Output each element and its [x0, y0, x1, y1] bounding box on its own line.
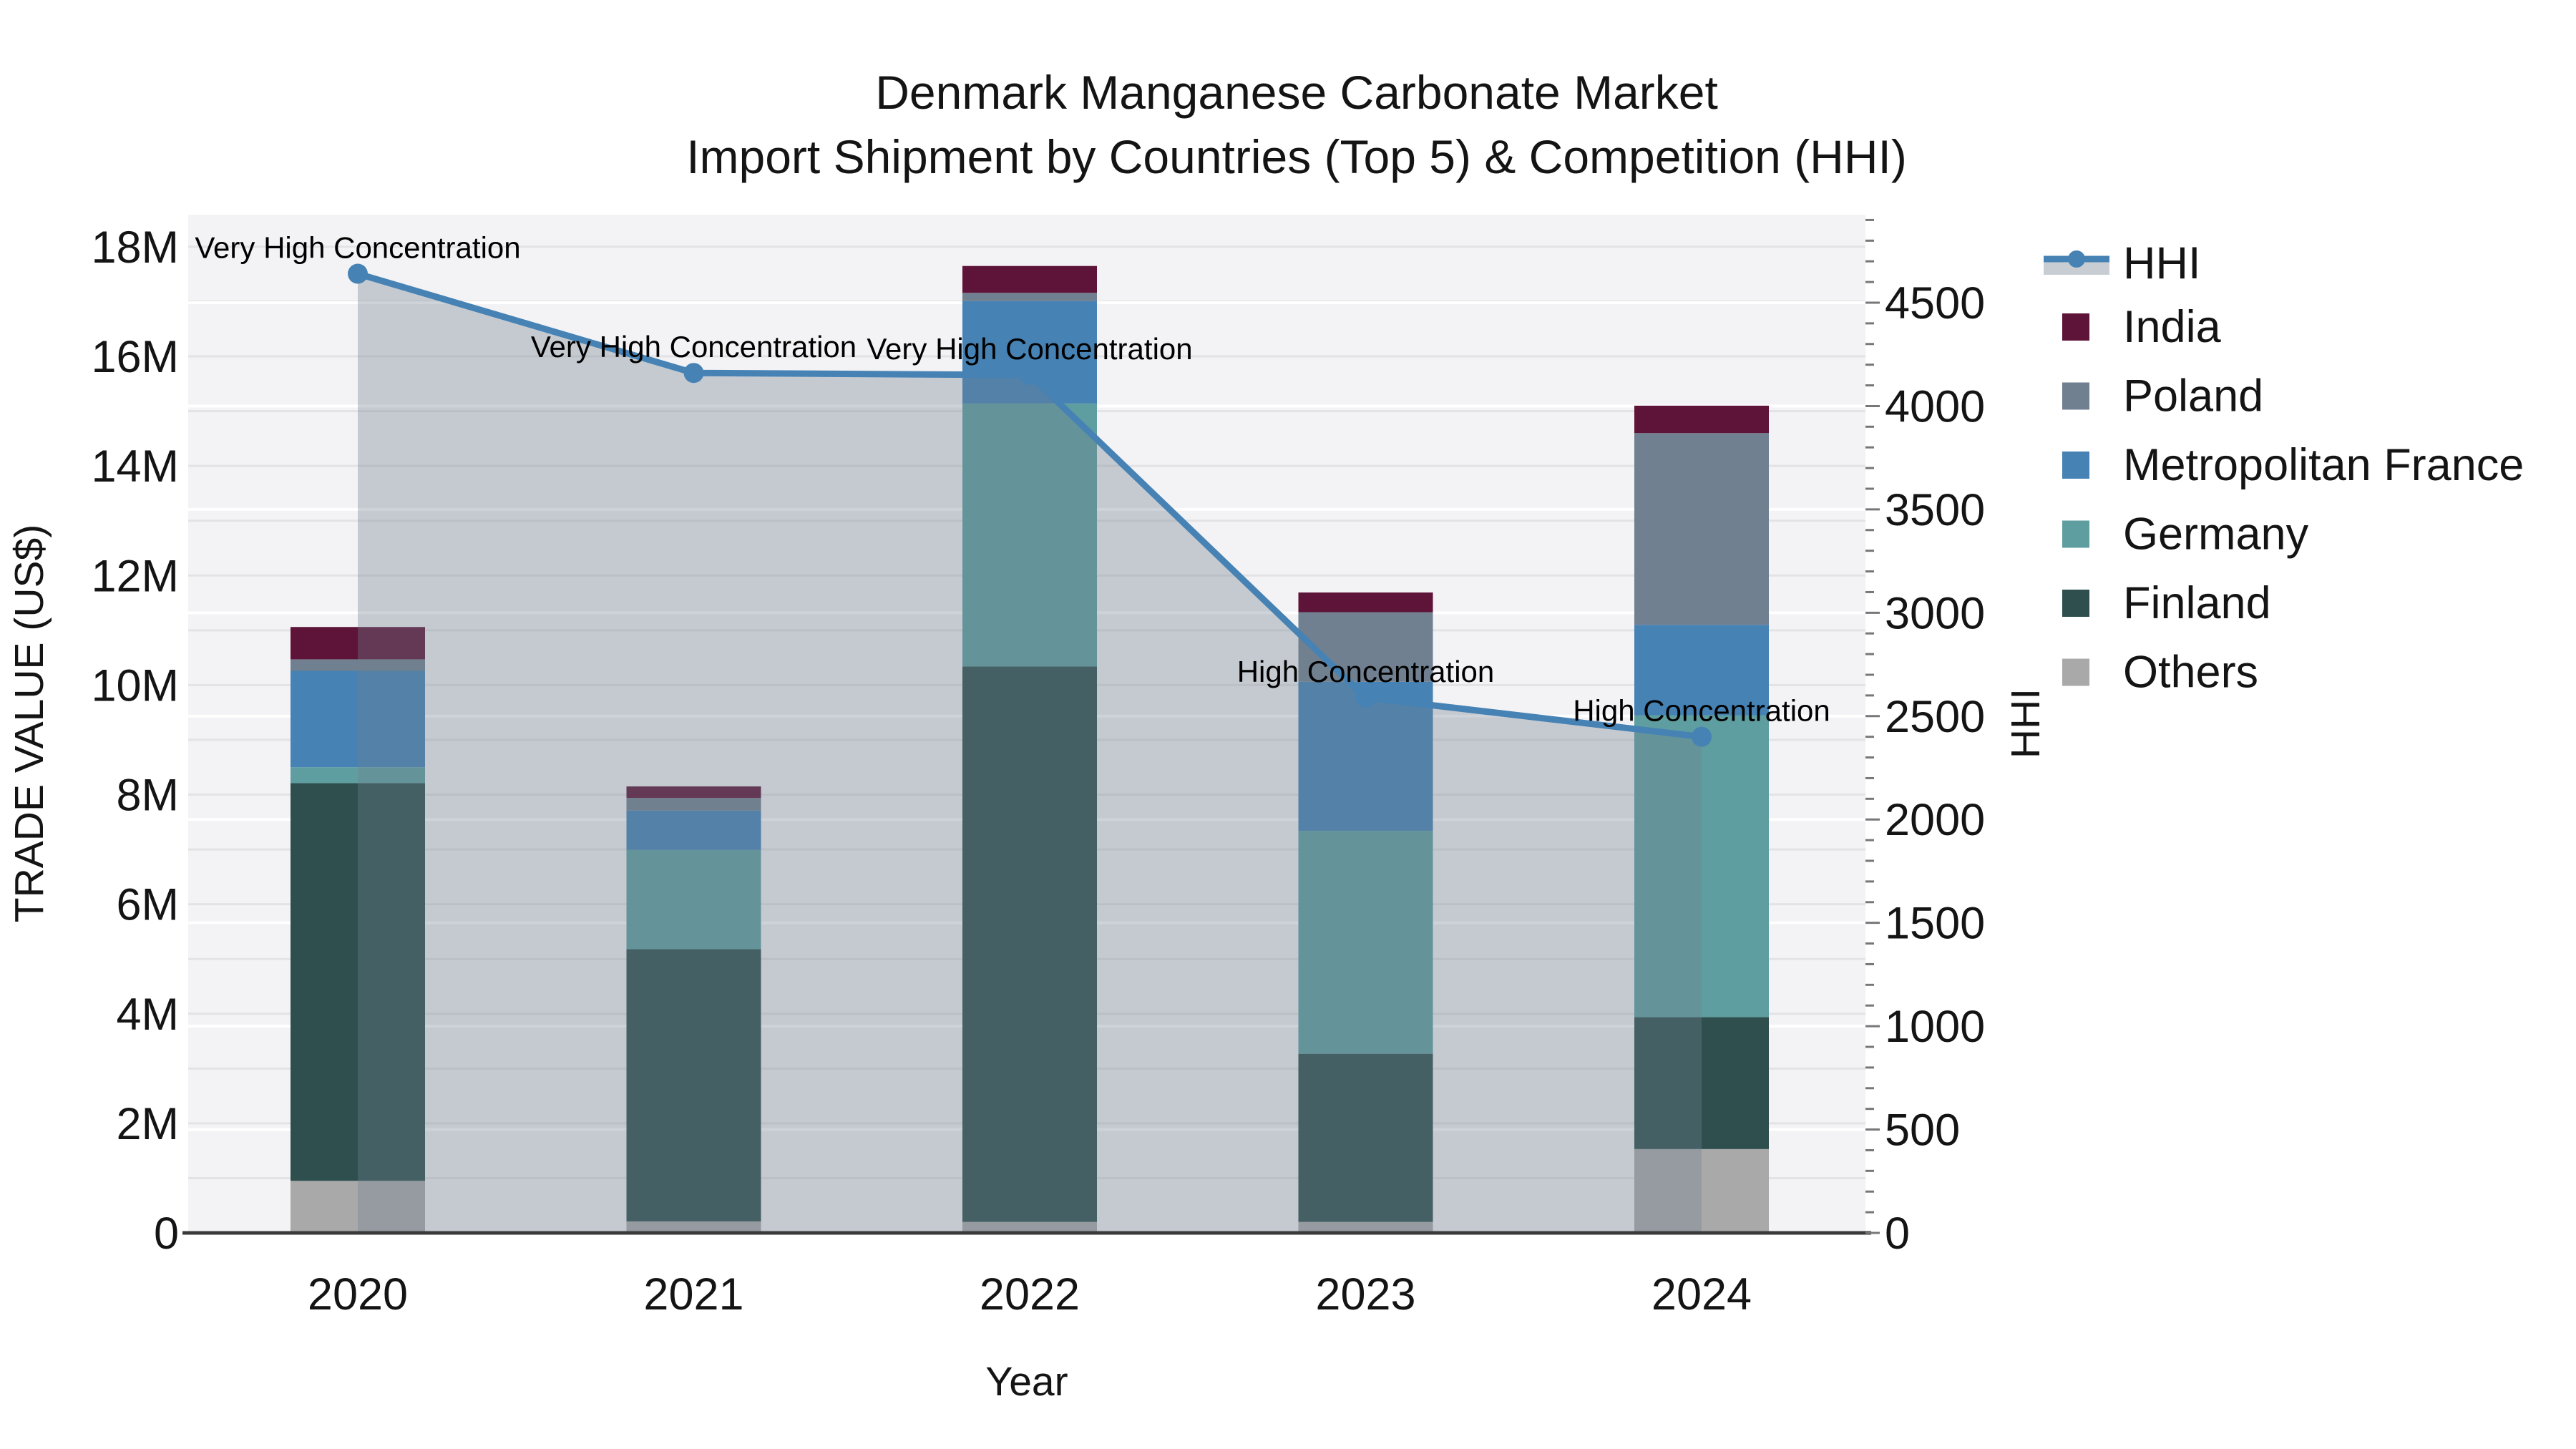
chart-subtitle: Import Shipment by Countries (Top 5) & C…: [686, 130, 1907, 183]
bar-segment-2022-metropolitan-france[interactable]: [962, 301, 1097, 404]
y-tick-left: 10M: [91, 660, 179, 711]
legend-item-finland[interactable]: Finland: [2062, 578, 2271, 628]
bar-segment-2023-germany[interactable]: [1298, 831, 1433, 1054]
legend-label: India: [2123, 302, 2222, 352]
chart-plot-layer: [182, 215, 1871, 1235]
bar-segment-2022-finland[interactable]: [962, 666, 1097, 1222]
legend-swatch-india: [2062, 313, 2089, 341]
hhi-legend-marker: [2068, 250, 2085, 268]
bar-segment-2022-germany[interactable]: [962, 403, 1097, 667]
chart-label-layer: 0 2M 4M 6M 8M 10M 12M 14M 16M 18M 0 500 1000 1500 2000…: [91, 218, 2524, 1319]
bar-segment-2021-poland[interactable]: [626, 798, 761, 811]
bar-segment-2024-india[interactable]: [1634, 405, 1769, 434]
legend-swatch-metropolitan-france: [2062, 452, 2089, 479]
bar-segment-2022-india[interactable]: [962, 265, 1097, 293]
x-axis-title: Year: [985, 1359, 1068, 1405]
legend-item-hhi[interactable]: HHI: [2044, 238, 2201, 288]
legend-swatch-germany: [2062, 520, 2089, 548]
bar-segment-2020-others[interactable]: [291, 1181, 425, 1233]
legend-label: HHI: [2123, 238, 2201, 288]
bar-segment-2023-others[interactable]: [1298, 1221, 1433, 1233]
chart-title: Denmark Manganese Carbonate Market: [875, 66, 1718, 119]
bar-segment-2020-india[interactable]: [291, 627, 425, 660]
bar-segment-2021-others[interactable]: [626, 1221, 761, 1233]
y-tick-right: 500: [1885, 1106, 1960, 1156]
legend-swatch-others: [2062, 658, 2089, 686]
hhi-marker-2020[interactable]: [348, 263, 368, 284]
bar-segment-2020-poland[interactable]: [291, 659, 425, 671]
y-tick-right: 1000: [1885, 1002, 1985, 1052]
y-tick-right: 4000: [1885, 381, 1985, 431]
y-tick-right: 1500: [1885, 899, 1985, 949]
bar-segment-2021-finland[interactable]: [626, 949, 761, 1221]
x-tick-year: 2023: [1315, 1269, 1415, 1319]
y-tick-left: 6M: [116, 880, 179, 930]
bar-segment-2021-germany[interactable]: [626, 849, 761, 950]
hhi-marker-2023[interactable]: [1355, 687, 1376, 708]
bar-segment-2021-metropolitan-france[interactable]: [626, 810, 761, 850]
hhi-marker-2021[interactable]: [683, 363, 704, 384]
legend-item-india[interactable]: India: [2062, 302, 2222, 352]
y-tick-left: 16M: [91, 332, 179, 382]
bar-segment-2022-poland[interactable]: [962, 293, 1097, 301]
bar-segment-2020-germany[interactable]: [291, 767, 425, 784]
annotation-concentration: Very High Concentration: [867, 332, 1192, 366]
legend-label: Finland: [2123, 578, 2271, 628]
bar-segment-2024-germany[interactable]: [1634, 715, 1769, 1018]
y-axis-title-right: HHI: [2003, 688, 2049, 758]
y-tick-left: 0: [154, 1209, 179, 1259]
y-tick-right: 2500: [1885, 692, 1985, 742]
bar-segment-2023-india[interactable]: [1298, 592, 1433, 613]
y-tick-left: 2M: [116, 1099, 179, 1149]
bar-segment-2021-india[interactable]: [626, 786, 761, 799]
y-tick-left: 14M: [91, 441, 179, 492]
legend-label: Metropolitan France: [2123, 440, 2524, 490]
bar-segment-2023-finland[interactable]: [1298, 1053, 1433, 1222]
bar-segment-2023-poland[interactable]: [1298, 612, 1433, 682]
legend-item-metropolitan-france[interactable]: Metropolitan France: [2062, 440, 2524, 490]
hhi-marker-2024[interactable]: [1692, 726, 1712, 747]
annotation-concentration: High Concentration: [1237, 655, 1495, 688]
legend-label: Others: [2123, 648, 2258, 698]
bar-segment-2024-others[interactable]: [1634, 1148, 1769, 1233]
legend-label: Germany: [2123, 509, 2309, 560]
annotation-concentration: Very High Concentration: [195, 231, 520, 265]
x-tick-year: 2022: [980, 1269, 1080, 1319]
bar-segment-2024-poland[interactable]: [1634, 433, 1769, 625]
y-tick-left: 18M: [91, 223, 179, 273]
bar-segment-2024-metropolitan-france[interactable]: [1634, 625, 1769, 716]
y-tick-right: 3000: [1885, 588, 1985, 638]
hhi-area-fill: [358, 273, 1702, 1233]
x-tick-year: 2021: [643, 1269, 743, 1319]
x-tick-year: 2024: [1652, 1269, 1752, 1319]
legend-swatch-finland: [2062, 590, 2089, 617]
bar-segment-2020-metropolitan-france[interactable]: [291, 670, 425, 768]
y-tick-left: 12M: [91, 551, 179, 601]
bar-segment-2022-others[interactable]: [962, 1221, 1097, 1233]
y-axis-title-left: TRADE VALUE (US$): [6, 525, 52, 922]
annotation-concentration: Very High Concentration: [531, 330, 857, 364]
bar-segment-2020-finland[interactable]: [291, 783, 425, 1181]
y-tick-right: 3500: [1885, 485, 1985, 535]
y-tick-left: 4M: [116, 990, 179, 1040]
bar-segment-2024-finland[interactable]: [1634, 1017, 1769, 1149]
y-tick-right: 2000: [1885, 795, 1985, 845]
legend-item-poland[interactable]: Poland: [2062, 371, 2263, 421]
x-tick-year: 2020: [308, 1269, 408, 1319]
hhi-marker-2022[interactable]: [1020, 365, 1040, 386]
y-tick-right: 4500: [1885, 278, 1985, 328]
annotation-concentration: High Concentration: [1573, 694, 1830, 728]
legend-swatch-poland: [2062, 382, 2089, 410]
legend-item-others[interactable]: Others: [2062, 648, 2258, 698]
legend-label: Poland: [2123, 371, 2263, 421]
y-tick-left: 8M: [116, 771, 179, 821]
y-tick-right: 0: [1885, 1209, 1910, 1259]
legend-item-germany[interactable]: Germany: [2062, 509, 2309, 560]
